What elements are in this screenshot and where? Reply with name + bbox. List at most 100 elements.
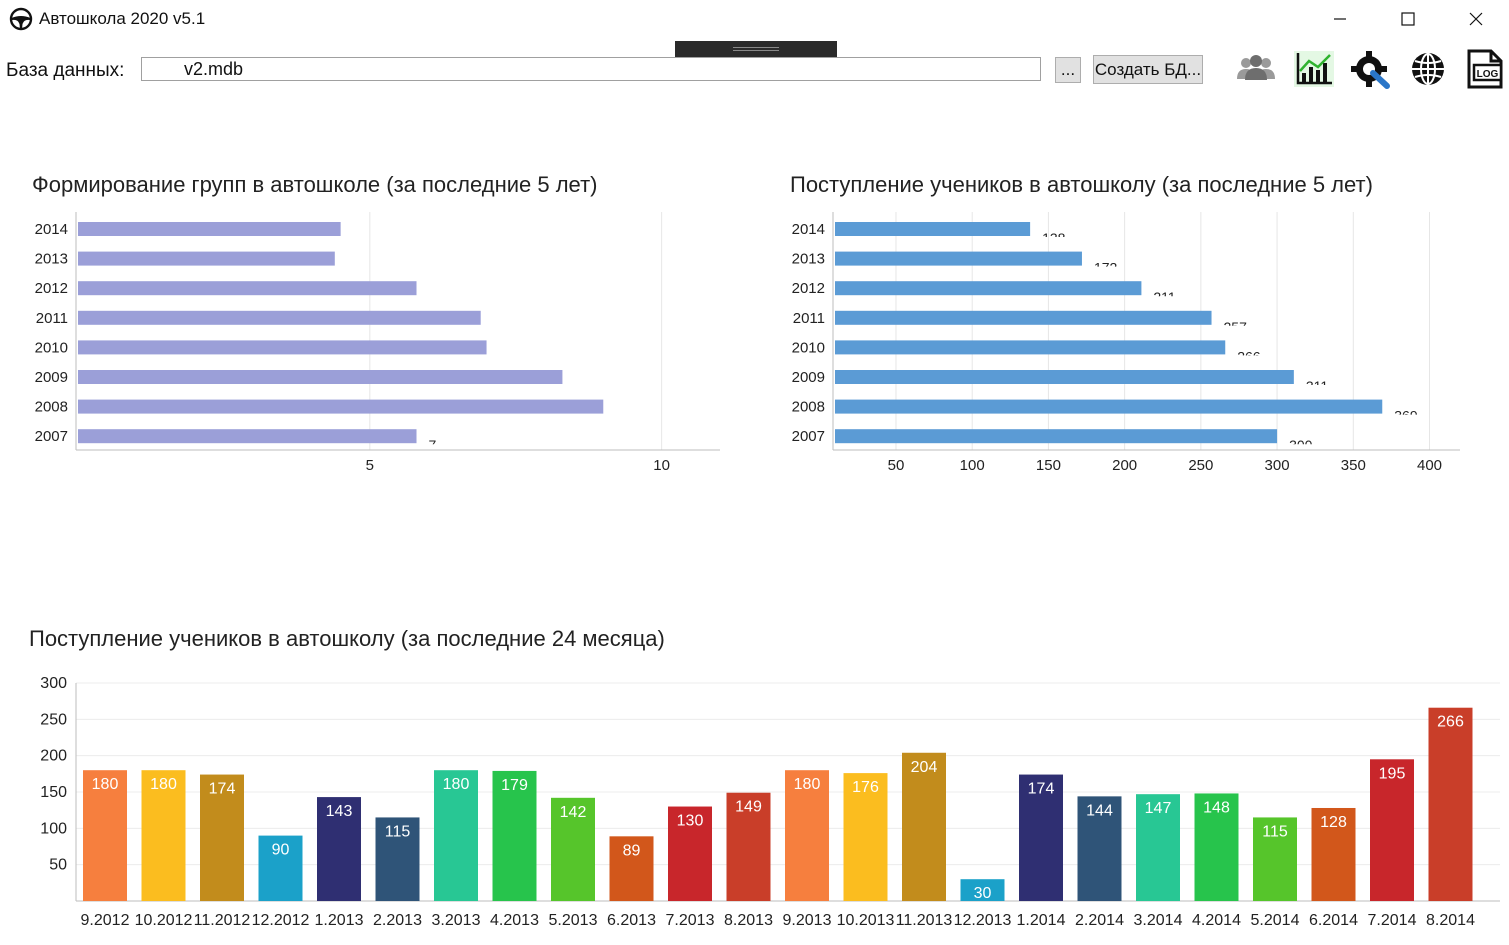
- y-tick-label: 2007: [792, 428, 825, 445]
- y-tick-label: 2013: [792, 251, 825, 268]
- x-tick-label: 300: [1265, 457, 1290, 474]
- students-monthly-chart-title: Поступление учеников в автошколу (за пос…: [29, 626, 665, 651]
- x-tick-label: 11.2012: [194, 912, 251, 929]
- bar-value-label: 143: [326, 803, 353, 820]
- y-tick-label: 2011: [36, 310, 68, 327]
- bar: [1370, 759, 1414, 901]
- bar: [1136, 794, 1180, 901]
- steering-wheel-icon: [9, 7, 33, 31]
- y-tick-label: 50: [49, 857, 67, 874]
- settings-icon[interactable]: [1349, 49, 1393, 89]
- database-label: База данных:: [6, 60, 125, 81]
- x-tick-label: 7.2013: [666, 912, 715, 929]
- minimize-icon: [1334, 18, 1346, 20]
- students-yearly-chart-title: Поступление учеников в автошколу (за пос…: [790, 172, 1373, 197]
- x-tick-label: 4.2014: [1192, 912, 1241, 929]
- y-tick-label: 2014: [35, 221, 68, 238]
- x-tick-label: 6.2014: [1309, 912, 1358, 929]
- bar: [1253, 817, 1297, 901]
- bar-value-label: 195: [1379, 765, 1406, 782]
- stats-chart-icon[interactable]: [1292, 49, 1336, 89]
- y-tick-label: 250: [40, 711, 67, 728]
- x-tick-label: 350: [1341, 457, 1366, 474]
- bar: [200, 774, 244, 901]
- bar: [1194, 793, 1239, 901]
- y-tick-label: 200: [40, 748, 67, 765]
- x-tick-label: 2.2013: [373, 912, 422, 929]
- students-yearly-chart: 50 100 150 200 250 300 350 400 2014 138 2013 172 201…: [792, 212, 1460, 474]
- y-tick-label: 2008: [35, 399, 68, 416]
- x-tick-label: 12.2012: [252, 912, 310, 929]
- maximize-button[interactable]: [1379, 0, 1437, 38]
- bar-value-label: 172: [1094, 260, 1118, 276]
- bar: [835, 222, 1031, 236]
- drag-handle[interactable]: [675, 41, 837, 57]
- x-tick-label: 1.2013: [315, 912, 364, 929]
- bar-value-label: 138: [1042, 230, 1066, 246]
- bar-value-label: 369: [1394, 408, 1418, 424]
- bar: [835, 310, 1212, 325]
- x-tick-label: 250: [1188, 457, 1213, 474]
- browse-button[interactable]: ...: [1055, 57, 1081, 83]
- bar: [835, 370, 1294, 384]
- x-tick-label: 3.2013: [432, 912, 481, 929]
- bar: [1428, 707, 1473, 901]
- y-tick-label: 300: [40, 675, 67, 692]
- bar: [1311, 807, 1356, 901]
- bar: [78, 310, 481, 325]
- minimize-button[interactable]: [1311, 0, 1369, 38]
- bar: [1077, 796, 1122, 901]
- x-tick-label: 10.2013: [837, 912, 895, 929]
- bar: [78, 370, 563, 384]
- bar-value-label: 179: [501, 777, 528, 794]
- bar-value-label: 266: [1237, 348, 1261, 364]
- bar: [375, 817, 420, 901]
- users-icon[interactable]: [1234, 49, 1278, 89]
- bar-value-label: 266: [1437, 714, 1464, 731]
- maximize-icon: [1401, 12, 1415, 26]
- bar-value-label: 176: [852, 779, 879, 796]
- bar: [668, 806, 712, 901]
- bar: [835, 399, 1383, 414]
- students-monthly-chart: 50 100 150 200 250 300 180 9.2012 180 10.2012 174 1…: [40, 675, 1500, 929]
- bar-value-label: 115: [1262, 823, 1288, 840]
- log-icon[interactable]: LOG: [1463, 49, 1507, 89]
- bar: [835, 340, 1226, 355]
- y-tick-label: 2011: [793, 310, 825, 327]
- bar-value-label: 180: [443, 776, 470, 793]
- y-tick-label: 2014: [792, 221, 825, 238]
- window-title: Автошкола 2020 v5.1: [39, 9, 206, 28]
- bar: [1019, 774, 1063, 901]
- bar: [902, 752, 946, 901]
- x-tick-label: 9.2012: [81, 912, 130, 929]
- database-path-input[interactable]: [141, 57, 1041, 81]
- x-tick-label: 8.2014: [1426, 912, 1475, 929]
- x-tick-label: 5.2014: [1251, 912, 1300, 929]
- close-button[interactable]: [1447, 0, 1505, 38]
- bar-value-label: 300: [1289, 437, 1313, 453]
- bar: [785, 770, 829, 901]
- bar: [78, 281, 417, 296]
- y-tick-label: 2009: [792, 369, 825, 386]
- create-database-button[interactable]: Создать БД...: [1093, 55, 1203, 84]
- x-tick-label: 8.2013: [724, 912, 773, 929]
- bar-value-label: 180: [794, 776, 821, 793]
- x-tick-label: 6.2013: [607, 912, 656, 929]
- bar-value-label: 149: [735, 799, 762, 816]
- bar: [141, 770, 186, 901]
- bar: [835, 251, 1082, 266]
- bar: [83, 770, 127, 901]
- bar: [78, 251, 335, 266]
- bar: [434, 770, 478, 901]
- bar-value-label: 148: [1203, 799, 1230, 816]
- bar-value-label: 144: [1086, 802, 1113, 819]
- bar: [258, 835, 303, 901]
- globe-icon[interactable]: [1406, 49, 1450, 89]
- y-tick-label: 2009: [35, 369, 68, 386]
- x-tick-label: 10: [653, 457, 670, 474]
- bar: [78, 399, 604, 414]
- x-tick-label: 4.2013: [490, 912, 539, 929]
- bar: [960, 879, 1005, 901]
- title-bar: Автошкола 2020 v5.1: [0, 0, 1509, 38]
- bar: [551, 797, 595, 901]
